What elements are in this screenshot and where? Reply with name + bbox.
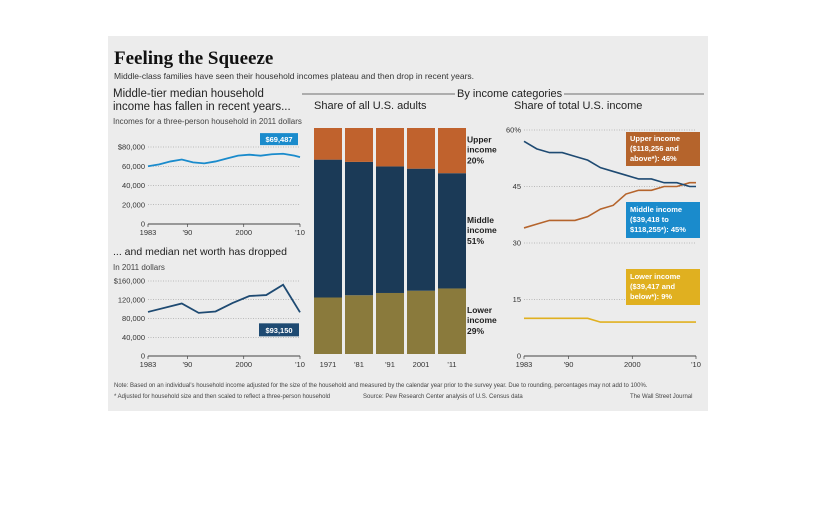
share-x-tick-label: '10	[691, 360, 701, 369]
share-x-tick-label: 1983	[516, 360, 533, 369]
networth-callout-box	[259, 323, 299, 337]
adults-bar-segment	[407, 290, 435, 354]
income-x-tick-label: 1983	[140, 228, 157, 237]
middle-income-label: $118,255*): 45%	[630, 225, 686, 234]
adults-x-tick-label: '11	[447, 360, 456, 369]
adults-segment-value: 29%	[467, 326, 484, 336]
adults-segment-label: income	[467, 315, 497, 325]
source-note: Source: Pew Research Center analysis of …	[363, 394, 523, 400]
share-y-tick-label: 30	[513, 239, 521, 248]
middle-label-box	[626, 202, 700, 238]
share-x-tick-label: '90	[564, 360, 574, 369]
share-x-tick-label: 2000	[624, 360, 641, 369]
infographic-panel: Feeling the Squeeze Middle-class familie…	[108, 36, 708, 411]
income-callout-label: $69,487	[265, 135, 292, 144]
income-x-tick-label: '10	[295, 228, 305, 237]
networth-y-tick-label: 120,000	[118, 295, 145, 304]
adults-x-tick-label: '91	[385, 360, 395, 369]
adults-bar-segment	[314, 297, 342, 354]
upper-income-label: Upper income	[630, 134, 680, 143]
income-y-tick-label: 0	[141, 220, 145, 229]
adults-segment-label: Upper	[467, 135, 492, 145]
middle-income-label: Middle income	[630, 205, 682, 214]
income-x-tick-label: 2000	[235, 228, 252, 237]
adults-x-tick-label: 1971	[320, 360, 337, 369]
networth-chart-heading: ... and median net worth has dropped	[113, 246, 287, 258]
page-subtitle: Middle-class families have seen their ho…	[114, 71, 475, 81]
adults-bar-segment	[314, 128, 342, 160]
adults-segment-label: income	[467, 225, 497, 235]
networth-callout-label: $93,150	[265, 326, 292, 335]
footnote-adjusted: * Adjusted for household size and then s…	[114, 394, 331, 400]
upper-income-label: above*): 46%	[630, 154, 677, 163]
adults-bar-segment	[376, 292, 404, 354]
networth-x-tick-label: 1983	[140, 360, 157, 369]
adults-bar-segment	[345, 161, 373, 296]
adults-bar-segment	[345, 295, 373, 354]
income-chart-heading: Middle-tier median household income has …	[113, 88, 291, 113]
networth-y-tick-label: $160,000	[114, 277, 145, 286]
lower-income-label: Lower income	[630, 272, 680, 281]
adults-bar-segment	[376, 128, 404, 167]
adults-bar-segment	[438, 128, 466, 174]
adults-segment-label: Lower	[467, 305, 493, 315]
adults-bar-segment	[438, 288, 466, 354]
income-categories-label: By income categories	[455, 88, 565, 100]
income-y-tick-label: 60,000	[122, 162, 145, 171]
adults-x-tick-label: '81	[354, 360, 364, 369]
income-y-tick-label: 40,000	[122, 181, 145, 190]
footnote-note: Note: Based on an individual's household…	[114, 383, 648, 389]
networth-chart-note: In 2011 dollars	[113, 263, 165, 272]
share-y-tick-label: 60%	[506, 126, 521, 135]
share-line-middle	[523, 140, 696, 188]
networth-x-tick-label: '10	[295, 360, 305, 369]
adults-x-tick-label: 2001	[413, 360, 430, 369]
upper-income-label: ($118,256 and	[630, 144, 679, 153]
income-chart-note: Incomes for a three-person household in …	[113, 117, 302, 126]
adults-segment-value: 51%	[467, 236, 484, 246]
networth-y-tick-label: 40,000	[122, 333, 145, 342]
lower-income-label: ($39,417 and	[630, 282, 675, 291]
lower-income-label: below*): 9%	[630, 292, 672, 301]
networth-y-tick-label: 80,000	[122, 314, 145, 323]
networth-x-tick-label: '90	[183, 360, 193, 369]
adults-bar-segment	[407, 168, 435, 291]
lower-label-box	[626, 269, 700, 305]
income-line	[147, 152, 301, 168]
networth-y-tick-label: 0	[141, 352, 145, 361]
adults-segment-value: 20%	[467, 156, 484, 166]
adults-segment-label: income	[467, 145, 497, 155]
share-line-lower	[524, 317, 696, 323]
adults-bar-segment	[376, 166, 404, 293]
adults-chart-heading: Share of all U.S. adults	[314, 100, 427, 112]
share-line-upper	[523, 181, 696, 229]
income-x-tick-label: '90	[183, 228, 193, 237]
share-y-tick-label: 15	[513, 295, 521, 304]
credit-line: The Wall Street Journal	[630, 394, 693, 400]
adults-bar-segment	[345, 128, 373, 162]
adults-segment-label: Middle	[467, 215, 494, 225]
income-callout-box	[260, 133, 298, 146]
adults-bar-segment	[314, 159, 342, 298]
page-title: Feeling the Squeeze	[114, 48, 274, 69]
networth-x-tick-label: 2000	[235, 360, 252, 369]
income-y-tick-label: 20,000	[122, 200, 145, 209]
income-y-tick-label: $80,000	[118, 143, 145, 152]
share-chart-heading: Share of total U.S. income	[514, 100, 643, 112]
adults-bar-segment	[438, 173, 466, 289]
share-y-tick-label: 45	[513, 182, 521, 191]
upper-label-box	[626, 132, 700, 166]
share-y-tick-label: 0	[517, 352, 521, 361]
middle-income-label: ($39,418 to	[630, 215, 669, 224]
adults-bar-segment	[407, 128, 435, 169]
networth-line	[147, 283, 301, 314]
